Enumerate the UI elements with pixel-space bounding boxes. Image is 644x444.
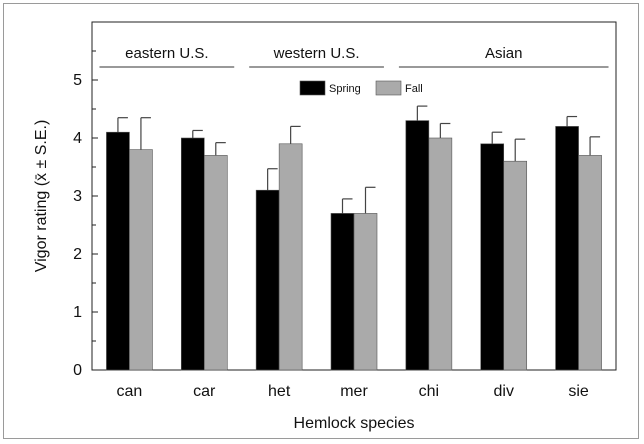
x-tick-label: div [493, 383, 513, 400]
group-label: eastern U.S. [125, 45, 208, 62]
x-tick-label: het [268, 383, 291, 400]
bar-fall-mer [353, 213, 378, 371]
figure-frame [3, 3, 639, 439]
y-tick-label: 2 [73, 246, 82, 263]
x-tick-label: can [117, 383, 143, 400]
bar-spring-mer [330, 213, 355, 371]
y-axis: 0 1 2 3 4 5 [73, 50, 98, 379]
bar-fall-div [503, 160, 528, 371]
y-tick-label: 4 [73, 130, 82, 147]
bar-spring-can [106, 131, 130, 371]
y-tick-label: 5 [73, 72, 82, 89]
bar-fall-can [129, 149, 153, 371]
x-tick-label: mer [340, 383, 368, 400]
legend-label-fall: Fall [405, 83, 423, 95]
group-label: western U.S. [273, 45, 360, 62]
group-label: Asian [485, 45, 523, 62]
x-tick-label: car [193, 383, 216, 400]
y-axis-title: Vigor rating (x̄ ± S.E.) [33, 120, 50, 273]
region-groups: eastern U.S. western U.S. Asian [99, 45, 609, 68]
bar-fall-sie [578, 155, 602, 371]
bar-fall-chi [428, 137, 453, 371]
legend-label-spring: Spring [329, 83, 361, 95]
x-tick-label: chi [419, 383, 439, 400]
y-tick-label: 1 [73, 304, 82, 321]
bar-spring-het [255, 189, 280, 371]
bar-fall-het [278, 143, 303, 371]
bar-fall-car [203, 155, 228, 371]
legend-swatch-fall [375, 80, 402, 96]
bar-spring-chi [405, 120, 430, 371]
legend-swatch-spring [299, 80, 326, 96]
bars [106, 105, 602, 371]
y-tick-label: 0 [73, 362, 82, 379]
legend: Spring Fall [299, 80, 423, 96]
bar-spring-car [180, 137, 205, 371]
y-tick-label: 3 [73, 188, 82, 205]
x-axis-title: Hemlock species [294, 415, 415, 432]
bar-spring-sie [555, 126, 579, 371]
x-tick-label: sie [568, 383, 589, 400]
bar-spring-div [480, 143, 505, 371]
